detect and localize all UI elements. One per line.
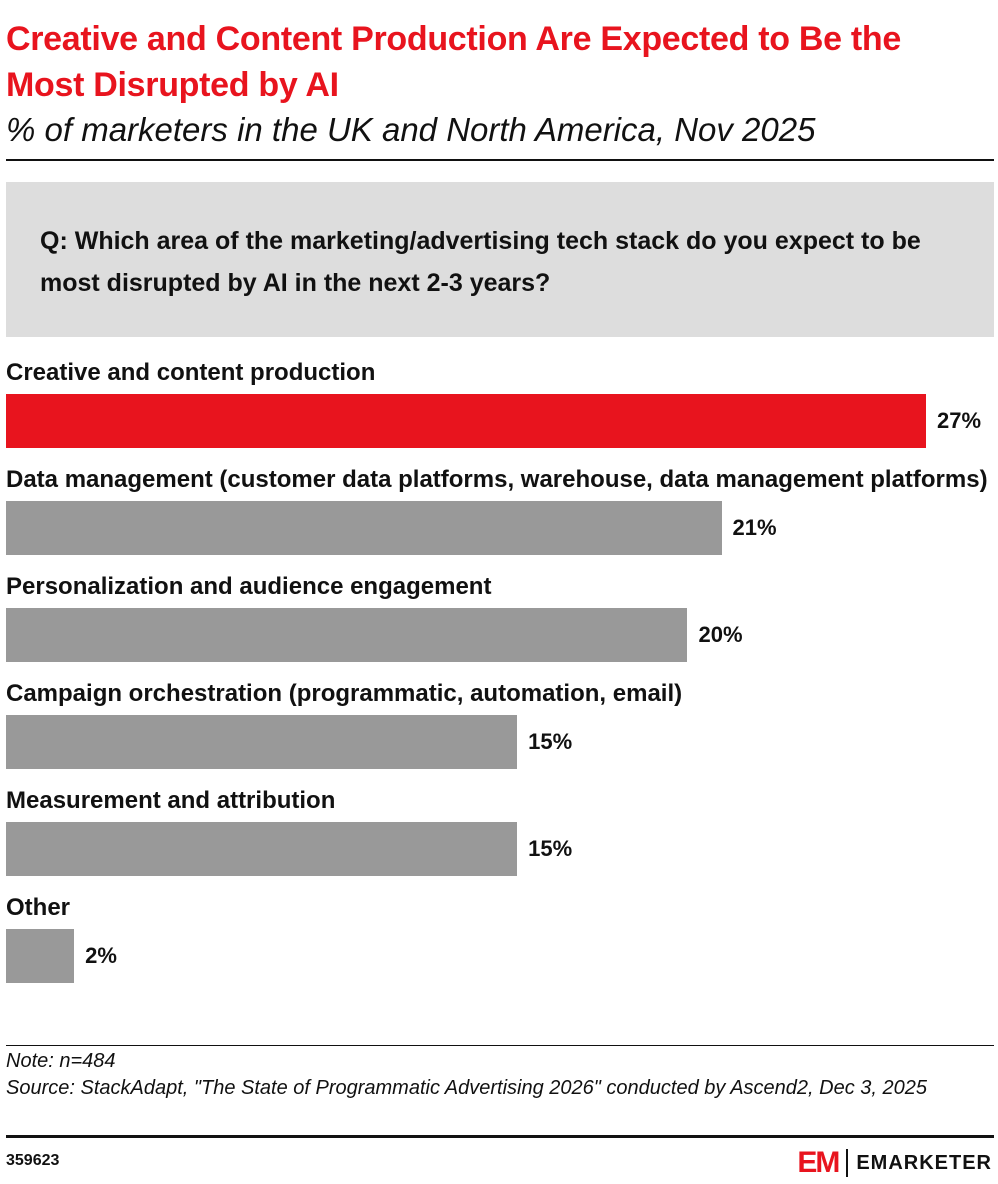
bar bbox=[6, 501, 722, 555]
bar-track: 21% bbox=[6, 501, 992, 555]
value-label: 2% bbox=[85, 943, 117, 968]
bar-track: 27% bbox=[6, 394, 992, 448]
chart-subtitle: % of marketers in the UK and North Ameri… bbox=[6, 111, 816, 148]
logo-name: EMARKETER bbox=[856, 1151, 992, 1174]
category-label: Personalization and audience engagement bbox=[6, 573, 492, 600]
category-label: Data management (customer data platforms… bbox=[6, 466, 988, 493]
chart: Creative and content production 27% Data m… bbox=[6, 357, 992, 999]
bar-row: Measurement and attribution 15% bbox=[6, 785, 992, 876]
bar-track: 2% bbox=[6, 929, 992, 983]
bar-track: 15% bbox=[6, 715, 992, 769]
chart-title: Creative and Content Production Are Expe… bbox=[6, 20, 902, 104]
value-label: 27% bbox=[937, 408, 982, 433]
bar-row: Creative and content production 27% bbox=[6, 357, 992, 448]
value-label: 21% bbox=[732, 515, 777, 540]
logo-mark: EM bbox=[797, 1146, 840, 1179]
category-label: Other bbox=[6, 894, 71, 921]
bar bbox=[6, 715, 518, 769]
value-label: 20% bbox=[698, 622, 743, 647]
category-label: Measurement and attribution bbox=[6, 787, 336, 814]
question: Q: Which area of the marketing/advertisi… bbox=[40, 227, 921, 297]
source: Source: StackAdapt, "The State of Progra… bbox=[6, 1077, 928, 1099]
bar-row: Campaign orchestration (programmatic, au… bbox=[6, 678, 992, 769]
bar-row: Other 2% bbox=[6, 892, 992, 983]
bar bbox=[6, 608, 688, 662]
question-box: Q: Which area of the marketing/advertisi… bbox=[6, 182, 994, 337]
logo-separator bbox=[846, 1149, 849, 1177]
bar-row: Personalization and audience engagement 2… bbox=[6, 571, 992, 662]
chart-id: 359623 bbox=[6, 1152, 60, 1169]
bar bbox=[6, 394, 926, 448]
bar-row: Data management (customer data platforms… bbox=[6, 464, 992, 555]
logo: EM EMARKETER bbox=[797, 1146, 992, 1180]
value-label: 15% bbox=[528, 836, 573, 861]
divider bbox=[6, 1135, 994, 1138]
value-label: 15% bbox=[528, 729, 573, 754]
note: Note: n=484 bbox=[6, 1050, 116, 1072]
divider bbox=[6, 159, 994, 161]
category-label: Campaign orchestration (programmatic, au… bbox=[6, 680, 683, 707]
bar-track: 15% bbox=[6, 822, 992, 876]
bar-track: 20% bbox=[6, 608, 992, 662]
divider bbox=[6, 1045, 994, 1046]
bar bbox=[6, 929, 75, 983]
category-label: Creative and content production bbox=[6, 359, 376, 386]
bar bbox=[6, 822, 518, 876]
